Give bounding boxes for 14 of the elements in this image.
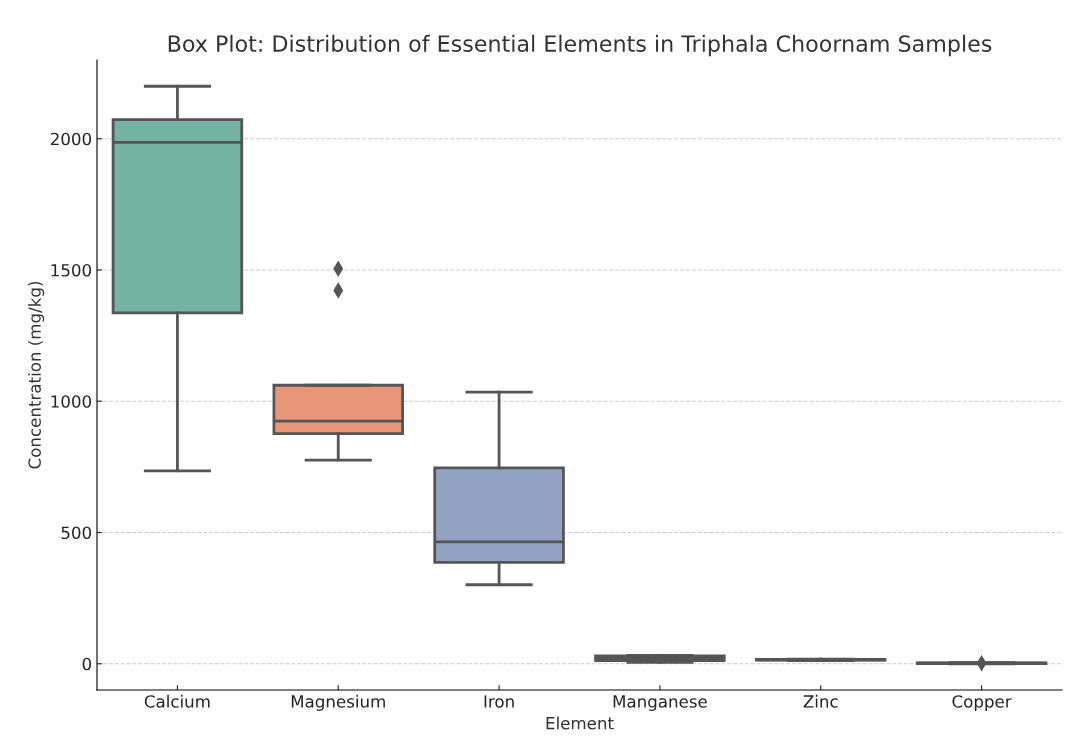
y-tick-label: 1500 xyxy=(51,263,92,277)
x-tick-label: Copper xyxy=(952,695,1012,711)
y-tick-label: 2000 xyxy=(50,132,92,146)
y-tick-label: 1000 xyxy=(51,395,92,408)
y-axis-title: Concentration (mg/kg) xyxy=(28,282,45,469)
y-tick-label: 0 xyxy=(82,657,92,671)
x-axis-title: Element xyxy=(546,716,614,730)
x-tick-label: Calcium xyxy=(144,694,210,708)
x-tick-label: Magnesium xyxy=(291,694,385,711)
x-tick-label: Zinc xyxy=(803,694,838,708)
chart-title: Box Plot: Distribution of Essential Elements in Triphala Choornam Samples xyxy=(168,34,992,57)
y-tick-label: 500 xyxy=(61,526,92,540)
x-tick-label: Iron xyxy=(484,695,514,708)
x-tick-label: Manganese xyxy=(613,695,707,711)
